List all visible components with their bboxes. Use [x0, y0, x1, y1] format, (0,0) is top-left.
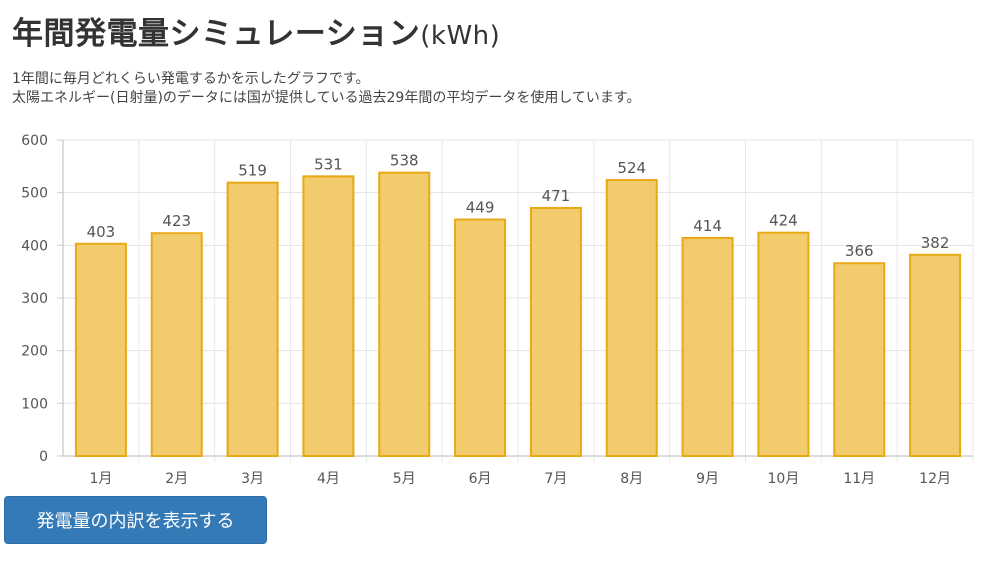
- y-tick-label: 200: [21, 344, 48, 360]
- description-line-2: 太陽エネルギー(日射量)のデータには国が提供している過去29年間の平均データを使…: [12, 90, 641, 106]
- data-label: 403: [87, 223, 116, 241]
- y-tick-label: 600: [21, 133, 48, 149]
- y-tick-label: 100: [21, 396, 48, 412]
- x-tick-label: 4月: [317, 471, 340, 487]
- chart-description: 1年間に毎月どれくらい発電するかを示したグラフです。 太陽エネルギー(日射量)の…: [12, 70, 641, 108]
- title-text: 年間発電量シミュレーション: [12, 16, 421, 52]
- data-label: 538: [390, 152, 419, 170]
- bar: [302, 175, 355, 458]
- bar: [605, 179, 658, 457]
- data-label: 524: [617, 159, 646, 177]
- data-label: 366: [845, 242, 874, 260]
- data-label: 382: [921, 234, 950, 252]
- title-unit: (kWh): [420, 21, 501, 51]
- x-tick-label: 11月: [843, 471, 875, 487]
- data-label: 414: [693, 217, 722, 235]
- x-tick-label: 2月: [165, 471, 188, 487]
- chart-grid: [62, 139, 974, 462]
- monthly-generation-chart: 0 100 200 300 400 500 600 1月 2月 3月 4月 5月 6月 7月 8月 9月 10…: [21, 133, 974, 487]
- page-title: 年間発電量シミュレーション(kWh): [12, 8, 500, 53]
- y-tick-label: 400: [21, 238, 48, 254]
- x-tick-label: 9月: [696, 471, 719, 487]
- show-breakdown-button[interactable]: 発電量の内訳を表示する: [4, 496, 267, 544]
- x-tick-label: 10月: [768, 471, 800, 487]
- description-line-1: 1年間に毎月どれくらい発電するかを示したグラフです。: [12, 71, 370, 87]
- y-tick-label: 500: [21, 186, 48, 202]
- data-label: 531: [314, 155, 343, 173]
- y-tick-label: 0: [39, 449, 48, 465]
- bar: [681, 236, 734, 457]
- data-label: 424: [769, 212, 798, 230]
- data-label: 423: [162, 212, 191, 230]
- bar: [529, 206, 582, 457]
- x-axis: 1月 2月 3月 4月 5月 6月 7月 8月 9月 10月 11月 12月: [63, 455, 973, 487]
- bar: [226, 181, 279, 457]
- y-axis: 0 100 200 300 400 500 600: [21, 133, 64, 465]
- bar: [150, 232, 203, 457]
- data-label: 519: [238, 162, 267, 180]
- x-tick-label: 8月: [620, 471, 643, 487]
- x-tick-label: 7月: [544, 471, 567, 487]
- chart-bars: [74, 171, 962, 458]
- data-label: 449: [466, 199, 495, 217]
- x-tick-label: 12月: [919, 471, 951, 487]
- bar: [833, 262, 886, 457]
- chart-data-labels: 403 423 519 531 538 449 471 524 414 424 366 382: [87, 152, 950, 261]
- data-label: 471: [542, 187, 571, 205]
- x-tick-label: 5月: [393, 471, 416, 487]
- bar: [909, 253, 962, 457]
- bar: [454, 218, 507, 457]
- x-tick-label: 6月: [469, 471, 492, 487]
- bar: [378, 171, 431, 458]
- x-tick-label: 3月: [241, 471, 264, 487]
- bar: [74, 242, 127, 458]
- bar: [757, 231, 810, 458]
- x-tick-label: 1月: [89, 471, 112, 487]
- y-tick-label: 300: [21, 291, 48, 307]
